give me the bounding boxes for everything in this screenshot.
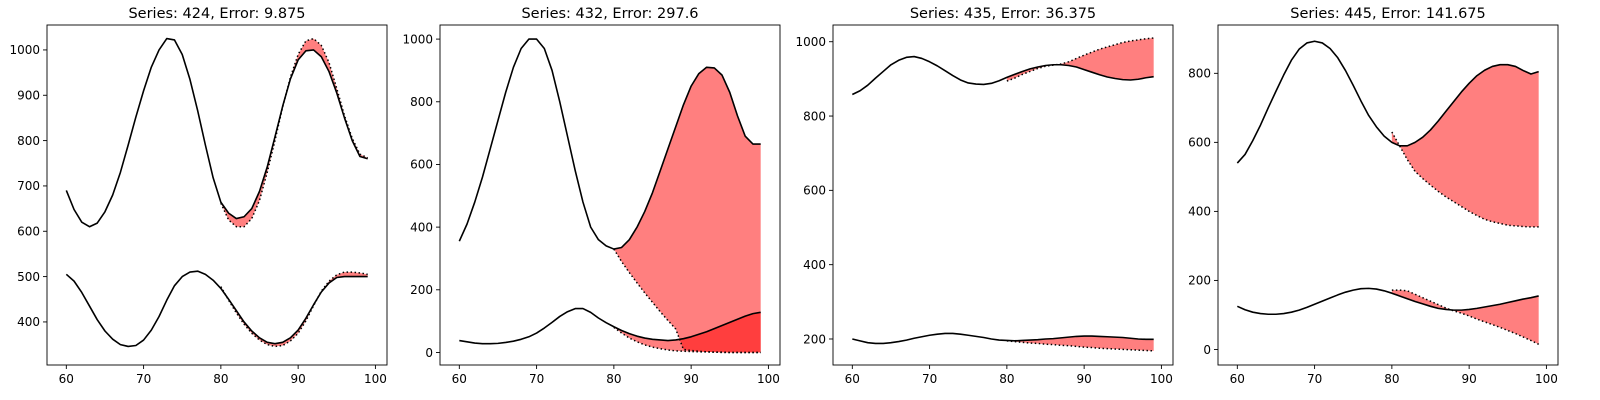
- y-tick-label: 400: [1188, 205, 1211, 219]
- y-tick-label: 400: [17, 315, 40, 329]
- x-tick-label: 100: [757, 372, 780, 386]
- x-tick-label: 100: [1535, 372, 1558, 386]
- y-tick-label: 800: [803, 109, 826, 123]
- x-tick-label: 70: [922, 372, 937, 386]
- actual-line-2: [852, 332, 1154, 345]
- chart-panel-1: Series: 424, Error: 9.875 60 70 80 90 100 400 5…: [9, 6, 388, 386]
- x-tick-label: 90: [290, 372, 305, 386]
- actual-line-1: [851, 55, 1154, 96]
- y-tick-label: 600: [803, 184, 826, 198]
- axes-frame: [439, 24, 781, 366]
- forecast-line-1: [1391, 131, 1539, 228]
- axes-frame: [46, 24, 388, 366]
- chart-panel-3: Series: 435, Error: 36.375 60 70 80 90 100 200…: [795, 6, 1174, 386]
- y-tick-label: 1000: [9, 43, 40, 57]
- y-tick-label: 0: [1203, 343, 1211, 357]
- error-band-2: [1391, 290, 1539, 345]
- forecast-line-2: [220, 271, 368, 348]
- chart-title: Series: 424, Error: 9.875: [128, 6, 305, 22]
- actual-line-1: [1236, 40, 1539, 164]
- x-tick-label: 80: [1384, 372, 1399, 386]
- y-tick-label: 1000: [795, 35, 826, 49]
- forecast-line-2: [613, 326, 761, 354]
- x-tick-label: 60: [845, 372, 860, 386]
- y-tick-label: 200: [803, 332, 826, 346]
- y-tick-label: 800: [17, 134, 40, 148]
- actual-line-1: [65, 37, 368, 228]
- y-tick-label: 900: [17, 89, 40, 103]
- forecast-line-2: [1006, 340, 1154, 352]
- x-tick-label: 60: [1230, 372, 1245, 386]
- x-tick-label: 60: [452, 372, 467, 386]
- chart-title: Series: 435, Error: 36.375: [910, 6, 1096, 22]
- y-tick-label: 600: [17, 225, 40, 239]
- y-tick-label: 400: [803, 258, 826, 272]
- y-tick-label: 600: [410, 158, 433, 172]
- x-tick-label: 100: [1150, 372, 1173, 386]
- y-tick-label: 400: [410, 220, 433, 234]
- x-tick-label: 100: [364, 372, 387, 386]
- actual-line-2: [1236, 287, 1539, 316]
- error-band-1: [220, 38, 368, 227]
- y-tick-label: 1000: [402, 32, 433, 46]
- x-tick-label: 90: [683, 372, 698, 386]
- error-band-2: [220, 272, 368, 347]
- x-tick-label: 70: [136, 372, 151, 386]
- y-tick-label: 500: [17, 270, 40, 284]
- x-tick-label: 70: [1307, 372, 1322, 386]
- y-tick-label: 800: [410, 95, 433, 109]
- axes-frame: [832, 24, 1174, 366]
- y-tick-label: 0: [425, 346, 433, 360]
- chart-panel-4: Series: 445, Error: 141.675 60 70 80 90 100 0 2…: [1188, 6, 1559, 386]
- forecast-line-2: [1391, 289, 1540, 345]
- chart-panel-2: Series: 432, Error: 297.660 70 80 90 1000200…: [402, 6, 781, 386]
- error-band-1: [613, 67, 761, 353]
- error-band-1: [1006, 38, 1154, 82]
- x-tick-label: 90: [1076, 372, 1091, 386]
- chart-title: Series: 445, Error: 141.675: [1290, 6, 1486, 22]
- actual-line-2: [459, 307, 761, 345]
- y-tick-label: 700: [17, 179, 40, 193]
- axes-frame: [1217, 24, 1559, 366]
- y-tick-label: 600: [1188, 136, 1211, 150]
- actual-line-2: [65, 270, 368, 348]
- panels: Series: 424, Error: 9.875 60 70 80 90 100 400 5…: [9, 6, 1559, 386]
- y-tick-label: 200: [1188, 274, 1211, 288]
- x-tick-label: 90: [1461, 372, 1476, 386]
- y-tick-label: 200: [410, 283, 433, 297]
- error-band-1: [1391, 64, 1539, 227]
- actual-line-1: [458, 38, 761, 250]
- y-tick-label: 800: [1188, 67, 1211, 81]
- chart-title: Series: 432, Error: 297.6: [521, 6, 698, 22]
- forecast-line-1: [1006, 37, 1154, 82]
- x-tick-label: 60: [59, 372, 74, 386]
- x-tick-label: 80: [999, 372, 1014, 386]
- x-tick-label: 80: [606, 372, 621, 386]
- x-tick-label: 80: [213, 372, 228, 386]
- x-tick-label: 70: [529, 372, 544, 386]
